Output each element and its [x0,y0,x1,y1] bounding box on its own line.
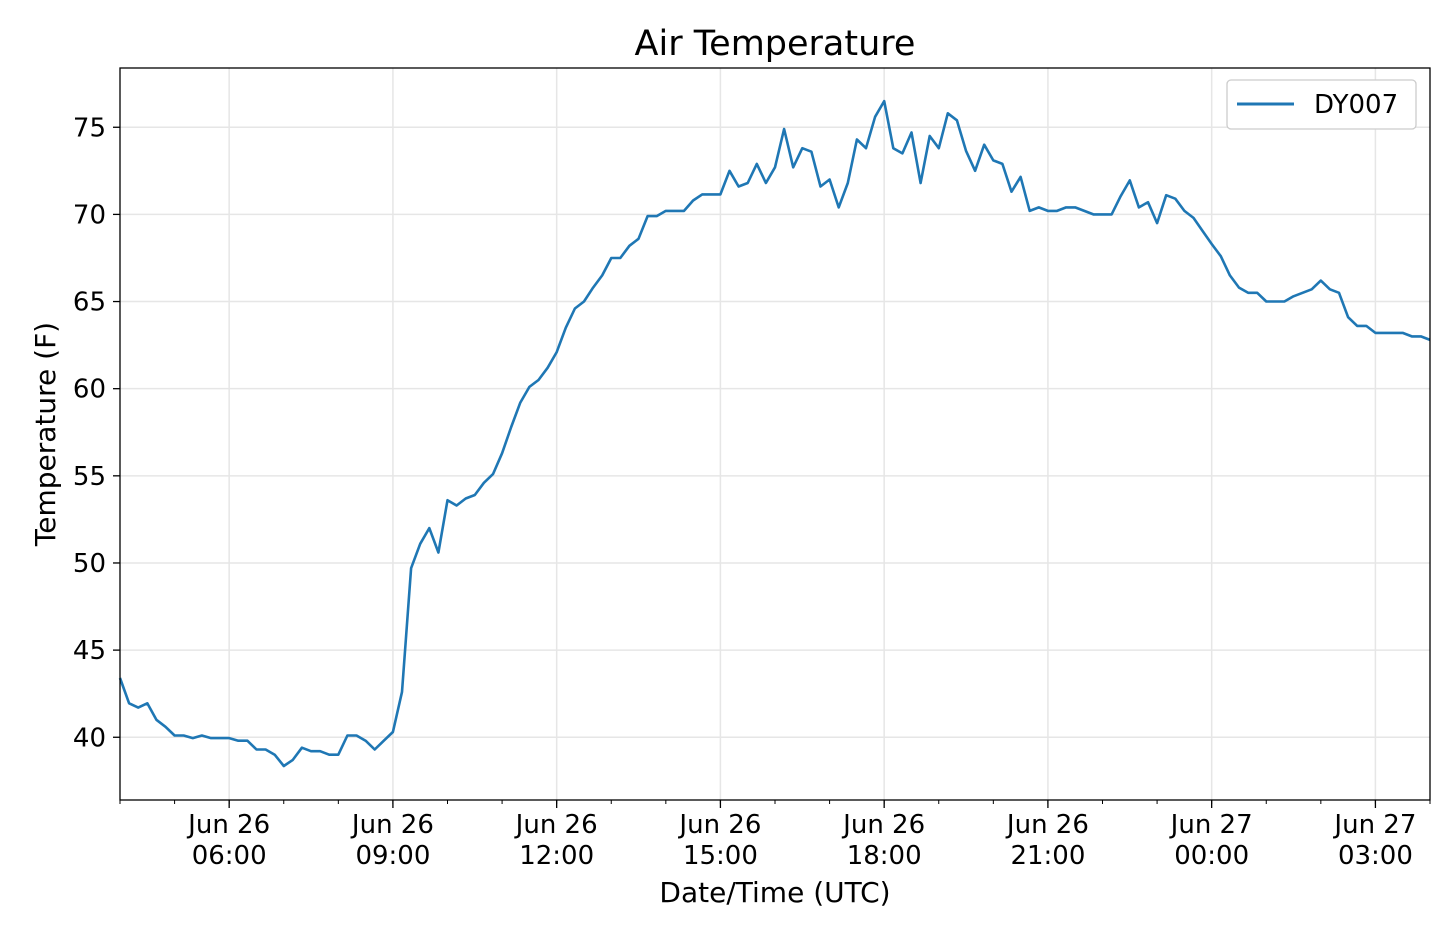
x-tick-label-date: Jun 26 [677,810,761,840]
x-tick-label-time: 12:00 [519,841,594,871]
chart-title: Air Temperature [635,24,916,64]
x-axis-label: Date/Time (UTC) [659,876,890,909]
y-tick-label: 45 [73,636,106,666]
x-tick-label-time: 15:00 [683,841,758,871]
y-tick-label: 40 [73,723,106,753]
x-tick-label-date: Jun 27 [1332,810,1416,840]
y-tick-label: 65 [73,288,106,318]
x-tick-label-date: Jun 26 [186,810,270,840]
legend-box [1226,79,1417,130]
x-tick-label-time: 18:00 [847,841,922,871]
y-tick-label: 60 [73,375,106,405]
x-tick-label-time: 21:00 [1010,841,1085,871]
legend-label: DY007 [1314,90,1398,120]
y-tick-label: 55 [73,462,106,492]
x-tick-label-time: 09:00 [355,841,430,871]
legend: DY007 [1226,79,1417,130]
y-tick-label: 75 [73,113,106,143]
y-tick-label: 70 [73,200,106,230]
y-tick-label: 50 [73,549,106,579]
series-layer [118,99,1431,768]
x-tick-label-time: 00:00 [1174,841,1249,871]
x-tick-label-date: Jun 26 [841,810,925,840]
plot-frame [119,67,1431,801]
x-tick-label-date: Jun 26 [514,810,598,840]
x-tick-label-date: Jun 26 [1005,810,1089,840]
x-tick-label-date: Jun 27 [1169,810,1253,840]
grid [120,68,1430,800]
x-tick-label-date: Jun 26 [350,810,434,840]
series-line-dy007 [118,99,1431,768]
y-axis-label: Temperature (F) [29,322,62,547]
x-tick-label-time: 06:00 [192,841,267,871]
x-tick-label-time: 03:00 [1338,841,1413,871]
